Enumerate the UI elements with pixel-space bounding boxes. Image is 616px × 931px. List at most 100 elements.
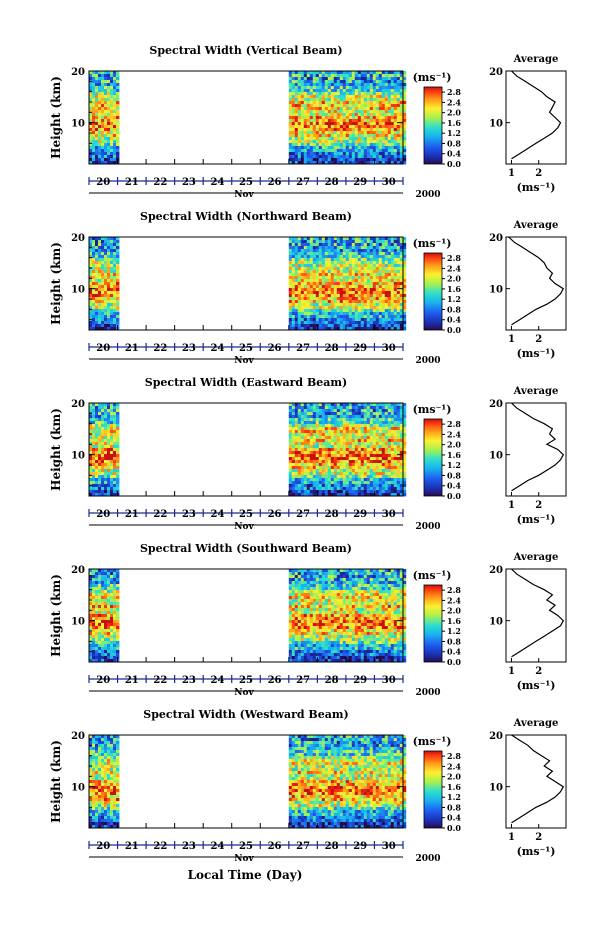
heatmap-cell — [336, 131, 341, 135]
heatmap-cell — [294, 276, 299, 280]
heatmap-cell — [360, 122, 365, 126]
heatmap-cell — [107, 77, 111, 81]
heatmap-cell — [95, 436, 99, 440]
heatmap-cell — [312, 270, 317, 274]
heatmap-cell — [297, 258, 302, 262]
heatmap-cell — [363, 273, 368, 277]
heatmap-cell — [381, 143, 386, 147]
heatmap-cell — [330, 92, 335, 96]
heatmap-cell — [360, 291, 365, 295]
heatmap-cell — [110, 406, 114, 410]
heatmap-cell — [107, 137, 111, 141]
heatmap-cell — [294, 460, 299, 464]
heatmap-cell — [342, 146, 347, 150]
heatmap-cell — [113, 436, 117, 440]
heatmap-cell — [333, 297, 338, 301]
heatmap-cell — [336, 445, 341, 449]
heatmap-cell — [315, 451, 320, 455]
heatmap-cell — [303, 89, 308, 93]
heatmap-cell — [92, 86, 96, 90]
heatmap-cell — [390, 128, 395, 132]
heatmap-cell — [318, 490, 323, 494]
heatmap-cell — [330, 83, 335, 87]
average-profile-line — [511, 70, 562, 160]
heatmap-cell — [378, 261, 383, 265]
heatmap-cell — [369, 484, 374, 488]
heatmap-cell — [399, 279, 404, 283]
heatmap-cell — [309, 152, 314, 156]
heatmap-cell — [378, 478, 383, 482]
heatmap-cell — [363, 433, 368, 437]
heatmap-cell — [372, 288, 377, 292]
heatmap-cell — [330, 270, 335, 274]
heatmap-cell — [312, 143, 317, 147]
heatmap-cell — [333, 240, 338, 244]
heatmap-cell — [318, 89, 323, 93]
heatmap-cell — [309, 252, 314, 256]
heatmap-cell — [113, 403, 117, 407]
heatmap-cell — [363, 327, 368, 331]
heatmap-cell — [399, 406, 404, 410]
average-x-tick-label: 1 — [508, 334, 515, 345]
heatmap-cell — [339, 487, 344, 491]
heatmap-cell — [351, 80, 356, 84]
heatmap-cell — [89, 240, 93, 244]
heatmap-cell — [303, 490, 308, 494]
heatmap-cell — [92, 92, 96, 96]
heatmap-cell — [393, 445, 398, 449]
heatmap-cell — [104, 581, 108, 585]
heatmap-cell — [113, 490, 117, 494]
heatmap-cell — [396, 291, 401, 295]
heatmap-cell — [89, 98, 93, 102]
heatmap-cell — [345, 237, 350, 241]
heatmap-cell — [387, 246, 392, 250]
heatmap-cell — [342, 74, 347, 78]
heatmap-cell — [303, 466, 308, 470]
heatmap-cell — [324, 312, 329, 316]
heatmap-cell — [104, 448, 108, 452]
heatmap-cell — [384, 424, 389, 428]
x-tick-label: 21 — [125, 509, 139, 520]
heatmap-cell — [315, 246, 320, 250]
heatmap-cell — [89, 644, 93, 648]
heatmap-cell — [387, 276, 392, 280]
heatmap-cell — [104, 140, 108, 144]
heatmap-cell — [95, 430, 99, 434]
heatmap-cell — [98, 264, 102, 268]
y-tick-label: 10 — [71, 451, 85, 462]
heatmap-cell — [342, 252, 347, 256]
heatmap-cell — [351, 415, 356, 419]
heatmap-cell — [339, 288, 344, 292]
heatmap-cell — [336, 460, 341, 464]
heatmap-cell — [378, 86, 383, 90]
heatmap-cell — [297, 237, 302, 241]
heatmap-cell — [327, 113, 332, 117]
heatmap-cell — [384, 445, 389, 449]
heatmap-cell — [333, 128, 338, 132]
heatmap-cell — [306, 80, 311, 84]
heatmap-cell — [303, 255, 308, 259]
heatmap-cell — [363, 95, 368, 99]
heatmap-cell — [378, 466, 383, 470]
heatmap-cell — [98, 306, 102, 310]
heatmap-cell — [294, 86, 299, 90]
heatmap-cell — [89, 454, 93, 458]
heatmap-cell — [306, 252, 311, 256]
heatmap-cell — [348, 273, 353, 277]
heatmap-cell — [110, 158, 114, 162]
heatmap-cell — [288, 448, 293, 452]
heatmap-cell — [384, 104, 389, 108]
heatmap-cell — [107, 95, 111, 99]
heatmap-cell — [104, 487, 108, 491]
heatmap-cell — [381, 406, 386, 410]
heatmap-cell — [372, 306, 377, 310]
heatmap-cell — [288, 288, 293, 292]
heatmap-cell — [288, 143, 293, 147]
heatmap-cell — [315, 146, 320, 150]
heatmap-cell — [303, 146, 308, 150]
heatmap-cell — [92, 451, 96, 455]
heatmap-cell — [330, 297, 335, 301]
heatmap-cell — [366, 442, 371, 446]
heatmap-cell — [399, 312, 404, 316]
heatmap-cell — [354, 92, 359, 96]
